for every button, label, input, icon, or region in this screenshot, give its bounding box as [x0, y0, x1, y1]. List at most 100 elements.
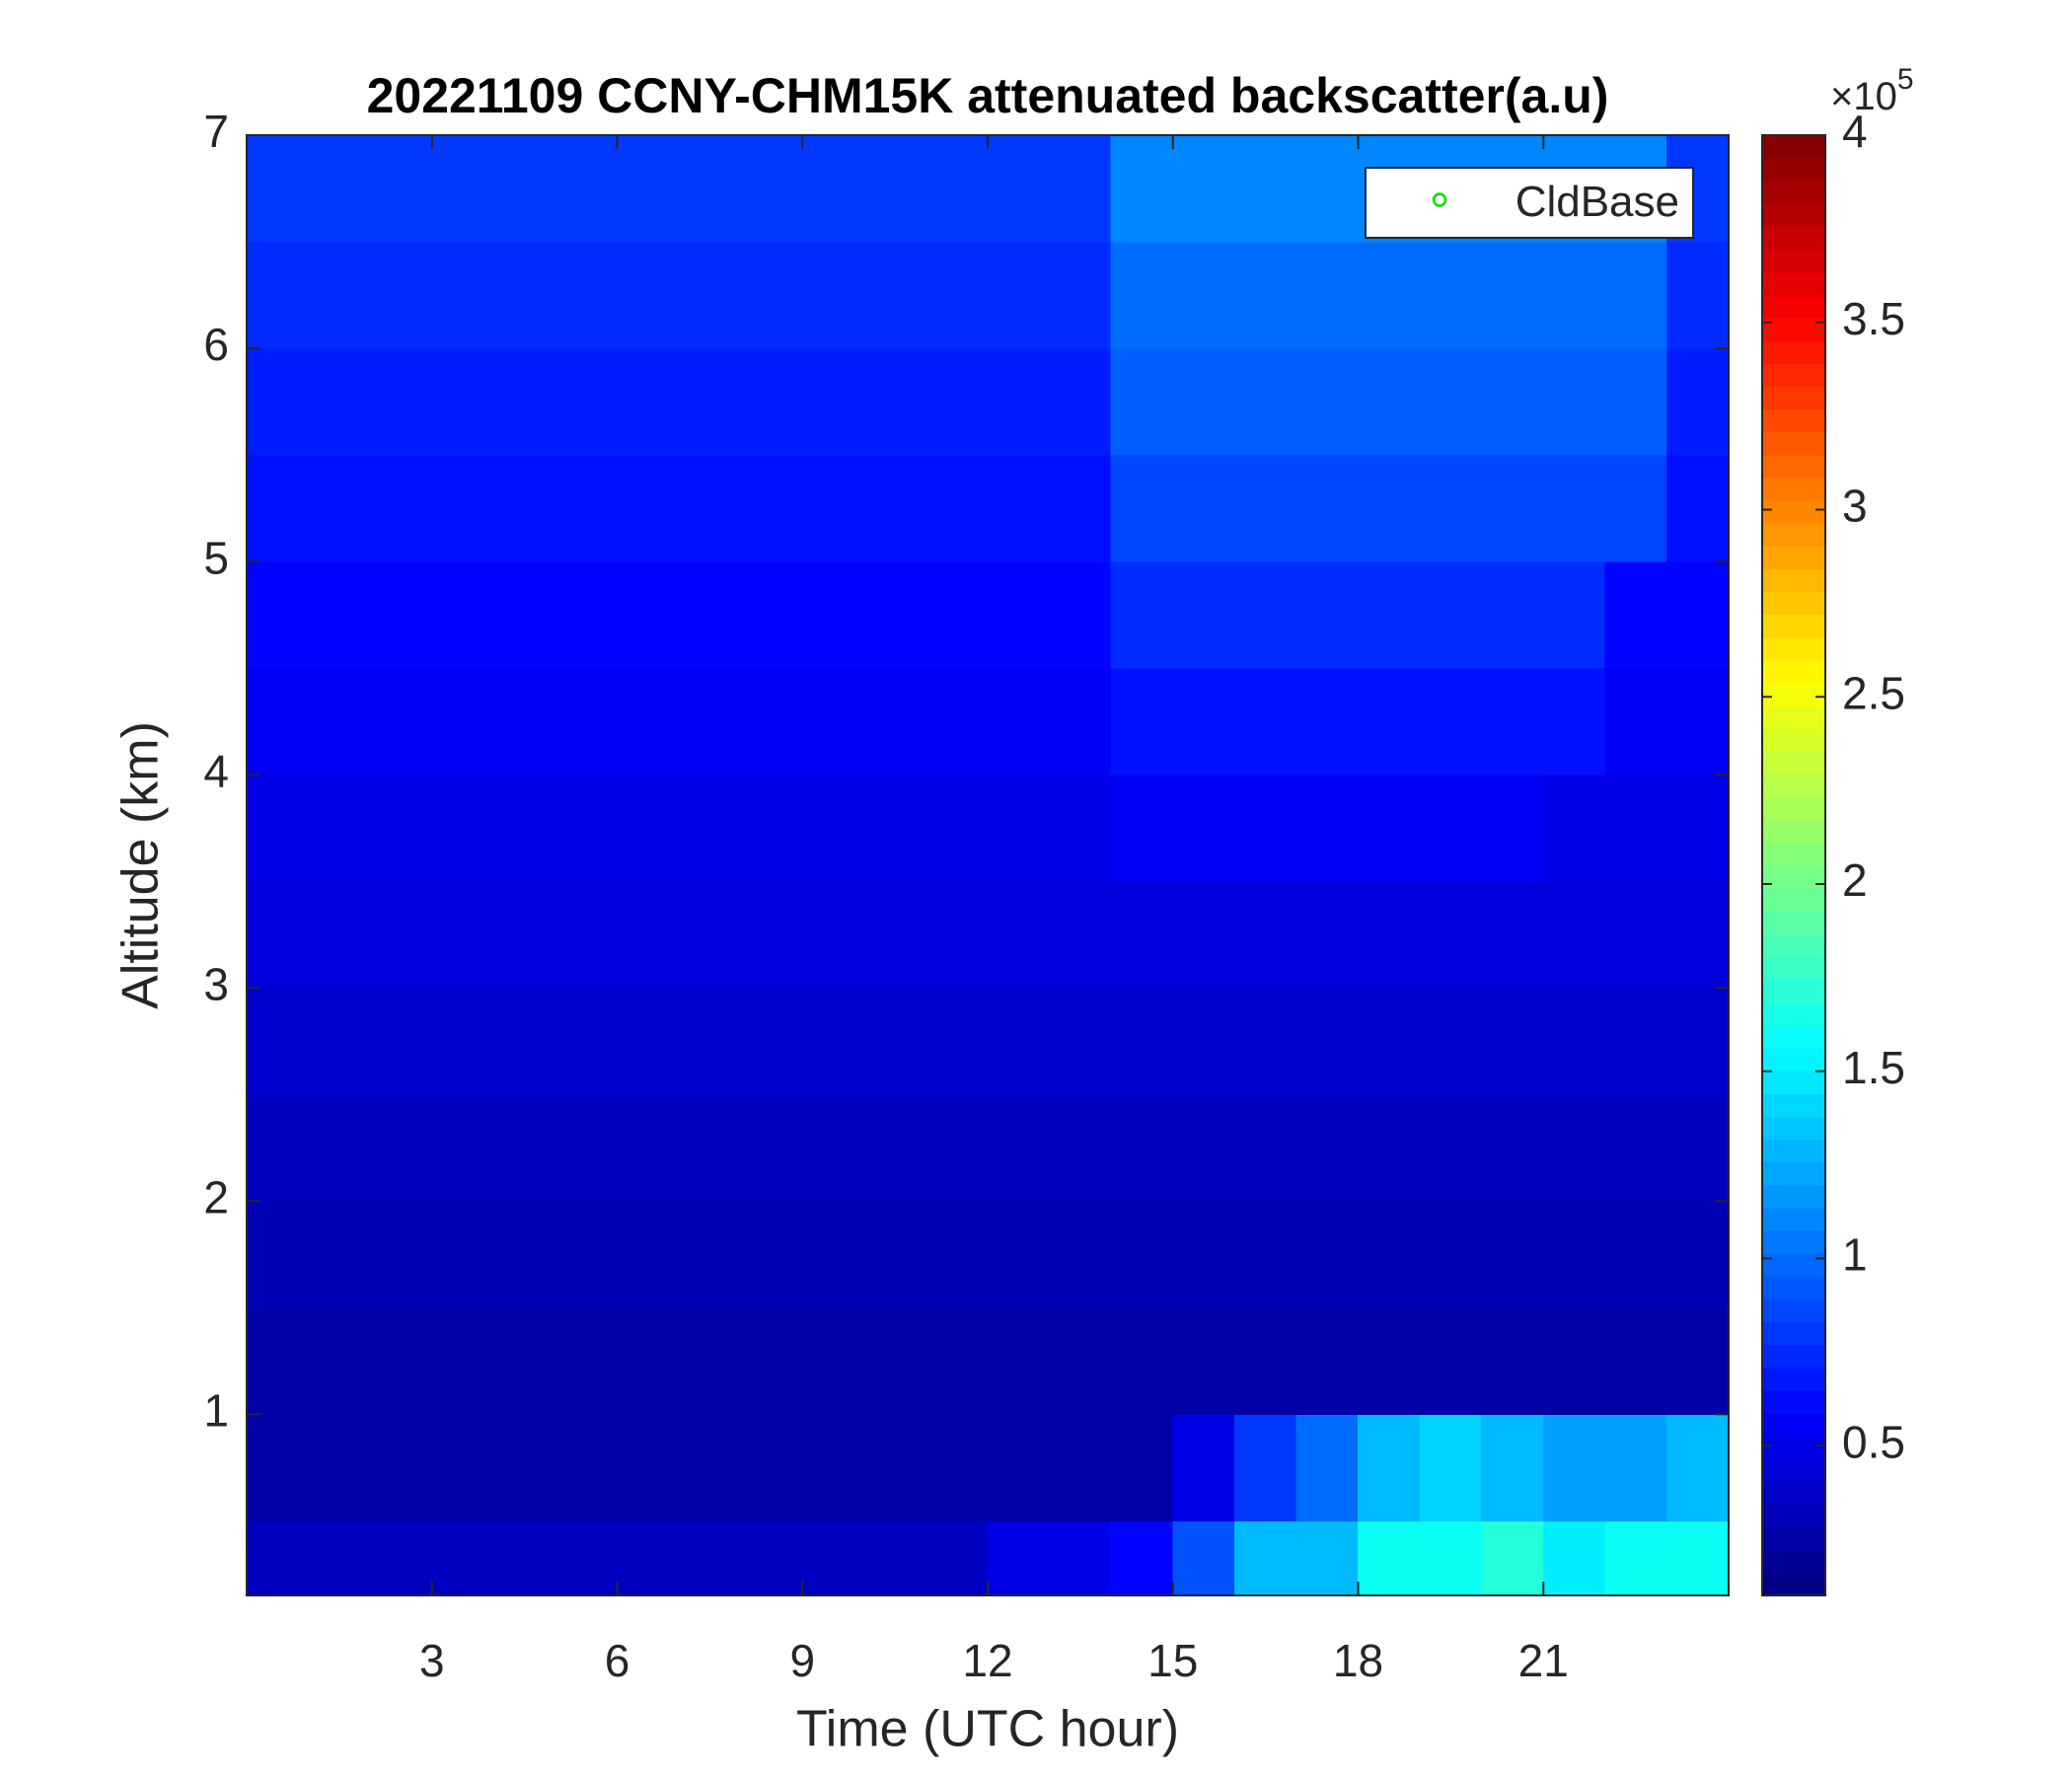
heat-cell [1481, 454, 1544, 562]
colorbar-swatch [1761, 294, 1826, 319]
heat-cell [492, 1413, 556, 1521]
heat-cell [1233, 987, 1297, 1095]
colorbar-swatch [1761, 1115, 1826, 1140]
colorbar-swatch [1761, 1344, 1826, 1369]
colorbar-tick-label: 0.5 [1842, 1416, 1905, 1467]
heat-cell [492, 1093, 556, 1202]
heat-cell [1295, 987, 1359, 1095]
heat-cell [369, 1200, 433, 1308]
y-axis-label: Altitude (km) [112, 721, 170, 1009]
heat-cell [1665, 774, 1729, 882]
heat-cell [431, 560, 494, 669]
heat-cell [925, 1306, 989, 1415]
heat-cell [801, 1306, 865, 1415]
x-tick-label: 12 [962, 1635, 1012, 1686]
colorbar-swatch [1761, 887, 1826, 912]
heat-cell [987, 347, 1051, 456]
heat-cell [1665, 241, 1729, 349]
heat-cell [1110, 880, 1174, 989]
heat-cell [1049, 1519, 1112, 1595]
heat-cell [925, 987, 989, 1095]
heat-cell [1049, 135, 1112, 243]
heat-cell [987, 987, 1051, 1095]
heat-cell [1604, 667, 1667, 776]
heat-cell [987, 560, 1051, 669]
heat-cell [925, 135, 989, 243]
colorbar-swatch [1761, 408, 1826, 433]
heat-cell [678, 987, 742, 1095]
y-tick-label: 4 [203, 745, 229, 796]
heat-cell [492, 667, 556, 776]
heat-cell [863, 135, 926, 243]
heat-cell [1172, 1519, 1235, 1595]
heat-cell [1295, 241, 1359, 349]
heat-cell [555, 560, 619, 669]
heat-cell [617, 774, 680, 882]
heat-cell [925, 1093, 989, 1202]
colorbar-swatch [1761, 1070, 1826, 1094]
heat-cell [247, 880, 310, 989]
colorbar-swatch [1761, 682, 1826, 706]
x-tick-label: 21 [1518, 1635, 1569, 1686]
heat-cell [492, 454, 556, 562]
heat-cell [492, 880, 556, 989]
heat-cell [1481, 1519, 1544, 1595]
heat-cell [678, 1519, 742, 1595]
heat-cell [1295, 1200, 1359, 1308]
heat-cell [617, 454, 680, 562]
heat-cell [1358, 1093, 1421, 1202]
colorbar-swatch [1761, 1001, 1826, 1026]
colorbar-swatch [1761, 202, 1826, 227]
heat-cell [247, 1306, 310, 1415]
heat-cell [1049, 560, 1112, 669]
heat-cell [369, 1093, 433, 1202]
colorbar-swatch [1761, 362, 1826, 387]
heat-cell [1665, 1306, 1729, 1415]
heat-cell [1542, 1200, 1606, 1308]
heat-cell [1419, 1519, 1483, 1595]
heat-cell [617, 560, 680, 669]
colorbar-swatch [1761, 1389, 1826, 1414]
heat-cell [678, 454, 742, 562]
heat-cell [1110, 1413, 1174, 1521]
heat-cell [1049, 1093, 1112, 1202]
heat-cell [308, 667, 371, 776]
heat-cell [492, 1519, 556, 1595]
heat-cell [369, 454, 433, 562]
heat-cell [1604, 560, 1667, 669]
heat-cell [987, 135, 1051, 243]
colorbar-swatch [1761, 819, 1826, 844]
heat-cell [555, 1306, 619, 1415]
heat-cell [431, 454, 494, 562]
heat-cell [925, 667, 989, 776]
heat-cell [247, 774, 310, 882]
heat-cell [863, 667, 926, 776]
colorbar-swatch [1761, 979, 1826, 1003]
heat-cell [1049, 454, 1112, 562]
heat-cell [1542, 1519, 1606, 1595]
heat-cell [555, 1413, 619, 1521]
heat-cell [247, 560, 310, 669]
heat-cell [1604, 347, 1667, 456]
heat-cell [740, 1413, 803, 1521]
colorbar-tick-label: 2.5 [1842, 667, 1905, 718]
heat-cell [740, 987, 803, 1095]
colorbar-swatch [1761, 1047, 1826, 1072]
y-tick-label: 3 [203, 958, 229, 1009]
heat-cell [1419, 1306, 1483, 1415]
heat-cell [801, 1519, 865, 1595]
heat-cell [1233, 1093, 1297, 1202]
colorbar-tick-label: 3 [1842, 481, 1868, 532]
heat-cell [555, 880, 619, 989]
colorbar-swatch [1761, 1139, 1826, 1163]
heat-cell [863, 1093, 926, 1202]
colorbar-frame [1761, 134, 1826, 1596]
heat-cell [1419, 880, 1483, 989]
heat-cell [1233, 454, 1297, 562]
colorbar-swatch [1761, 1572, 1826, 1596]
heat-cell [740, 667, 803, 776]
heat-cell [247, 667, 310, 776]
heat-cell [1110, 560, 1174, 669]
heat-cell [431, 347, 494, 456]
heat-cell [431, 987, 494, 1095]
